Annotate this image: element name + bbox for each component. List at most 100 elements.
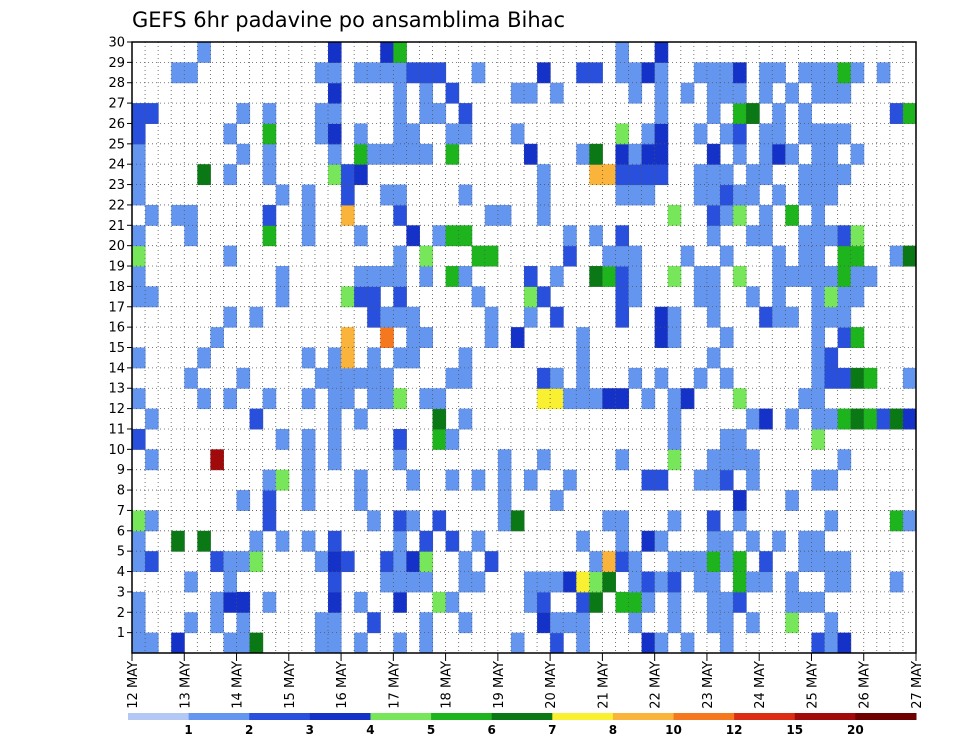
heatmap-cell	[680, 388, 695, 410]
heatmap-cell	[380, 184, 394, 206]
heatmap-cell	[445, 225, 460, 247]
heatmap-cell	[484, 327, 499, 348]
heatmap-cell	[524, 82, 538, 104]
heatmap-cell	[563, 225, 577, 247]
heatmap-cell	[589, 388, 603, 410]
heatmap-cell	[497, 510, 512, 532]
heatmap-cell	[497, 204, 512, 226]
heatmap-cell	[576, 530, 590, 552]
heatmap-cell	[419, 103, 434, 124]
heatmap-cell	[615, 62, 630, 84]
heatmap-cell	[837, 225, 852, 247]
heatmap-cell	[733, 591, 747, 613]
heatmap-cell	[733, 184, 747, 206]
heatmap-cell	[458, 266, 473, 287]
heatmap-cell	[445, 82, 460, 104]
heatmap-cell	[837, 632, 852, 654]
heatmap-cell	[654, 143, 669, 165]
heatmap-cell	[171, 632, 185, 654]
heatmap-cell	[367, 347, 381, 369]
heatmap-cell	[772, 530, 786, 552]
heatmap-cell	[785, 143, 799, 165]
heatmap-cell	[171, 62, 185, 84]
heatmap-cell	[328, 530, 342, 552]
heatmap-cell	[145, 632, 159, 654]
heatmap-cell	[733, 82, 747, 104]
heatmap-cell	[785, 571, 799, 593]
heatmap-cell	[759, 408, 773, 430]
heatmap-cell	[706, 103, 721, 124]
heatmap-cell	[759, 164, 773, 186]
heatmap-cell	[406, 510, 420, 532]
heatmap-cell	[393, 571, 407, 593]
heatmap-cell	[576, 571, 590, 593]
heatmap-cell	[341, 184, 355, 206]
heatmap-cell	[615, 591, 630, 613]
heatmap-cell	[132, 632, 146, 654]
heatmap-cell	[393, 184, 407, 206]
heatmap-cell	[406, 306, 420, 328]
heatmap-cell	[706, 164, 721, 186]
heatmap-cell	[262, 469, 277, 491]
colorbar: 1 2 3 4 5 6 7 8 10 12 15 20	[128, 713, 917, 737]
heatmap-cell	[341, 367, 355, 389]
heatmap-cell	[210, 612, 224, 634]
y-tick-label: 26	[108, 117, 125, 132]
heatmap-cell	[145, 551, 159, 573]
heatmap-cell	[236, 551, 251, 573]
heatmap-cell	[654, 469, 669, 491]
heatmap-cell	[811, 632, 826, 654]
heatmap-cell	[550, 571, 564, 593]
heatmap-cell	[889, 103, 904, 124]
heatmap-cell	[720, 530, 734, 552]
heatmap-cell	[876, 62, 891, 84]
heatmap-cell	[641, 143, 656, 165]
heatmap-cell	[628, 286, 643, 308]
heatmap-cell	[720, 204, 734, 226]
heatmap-cell	[249, 551, 264, 573]
heatmap-cell	[471, 286, 486, 308]
heatmap-cell	[432, 62, 447, 84]
heatmap-cell	[223, 591, 238, 613]
heatmap-cell	[733, 62, 747, 84]
heatmap-cell	[720, 612, 734, 634]
heatmap-cell	[445, 530, 460, 552]
heatmap-cell	[354, 632, 368, 654]
heatmap-cell	[236, 591, 251, 613]
heatmap-cell	[589, 571, 603, 593]
heatmap-cell	[328, 367, 342, 389]
y-tick-label: 22	[108, 198, 125, 213]
heatmap-cell	[301, 530, 316, 552]
heatmap-cell	[667, 408, 682, 430]
heatmap-cell	[406, 469, 420, 491]
y-tick-label: 8	[117, 484, 125, 499]
heatmap-cell	[837, 449, 852, 471]
heatmap-cell	[680, 82, 695, 104]
heatmap-cell	[902, 103, 917, 124]
heatmap-cell	[667, 571, 682, 593]
colorbar-segment	[309, 713, 371, 720]
heatmap-cell	[889, 245, 904, 267]
heatmap-cell	[824, 612, 839, 634]
heatmap-cell	[720, 632, 734, 654]
heatmap-cell	[615, 388, 630, 410]
heatmap-cell	[837, 164, 852, 186]
heatmap-cell	[824, 266, 839, 287]
heatmap-cell	[667, 510, 682, 532]
heatmap-cell	[197, 530, 211, 552]
colorbar-label: 7	[548, 723, 556, 737]
heatmap-cell	[641, 571, 656, 593]
heatmap-cell	[314, 367, 329, 389]
heatmap-cell	[367, 510, 381, 532]
colorbar-label: 4	[366, 723, 374, 737]
x-tick-label: 20 MAY	[544, 661, 559, 709]
heatmap-cell	[824, 367, 839, 389]
heatmap-cell	[380, 551, 394, 573]
heatmap-cell	[223, 123, 238, 145]
heatmap-cell	[720, 469, 734, 491]
colorbar-label: 6	[488, 723, 496, 737]
heatmap-cell	[615, 164, 630, 186]
x-tick-label: 27 MAY	[910, 661, 925, 709]
heatmap-cell	[328, 428, 342, 450]
heatmap-cell	[301, 388, 316, 410]
